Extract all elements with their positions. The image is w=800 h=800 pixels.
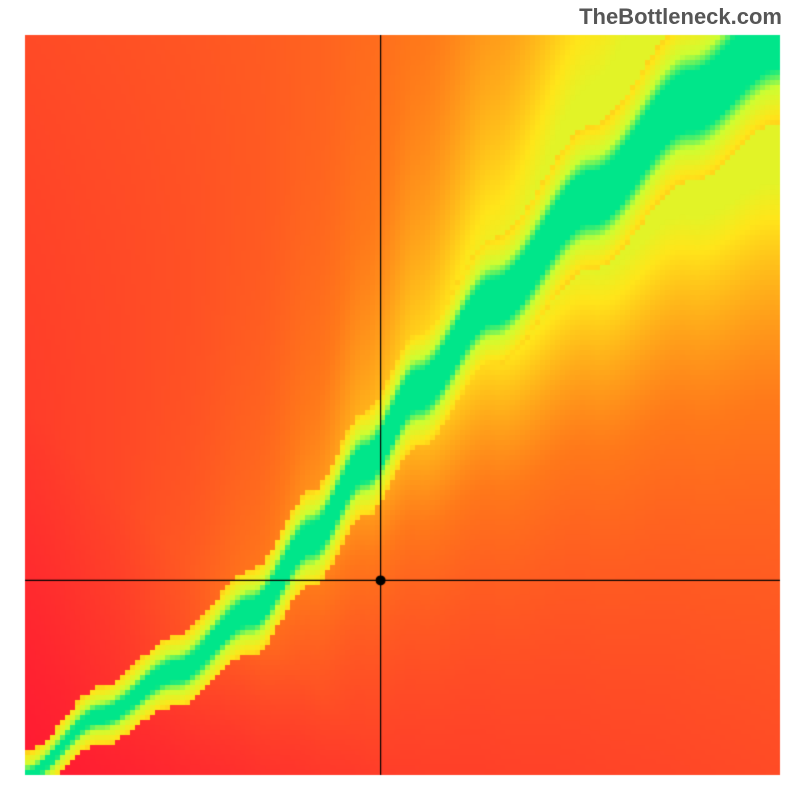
watermark-text: TheBottleneck.com [579, 4, 782, 30]
chart-container: TheBottleneck.com [0, 0, 800, 800]
bottleneck-heatmap [0, 0, 800, 800]
